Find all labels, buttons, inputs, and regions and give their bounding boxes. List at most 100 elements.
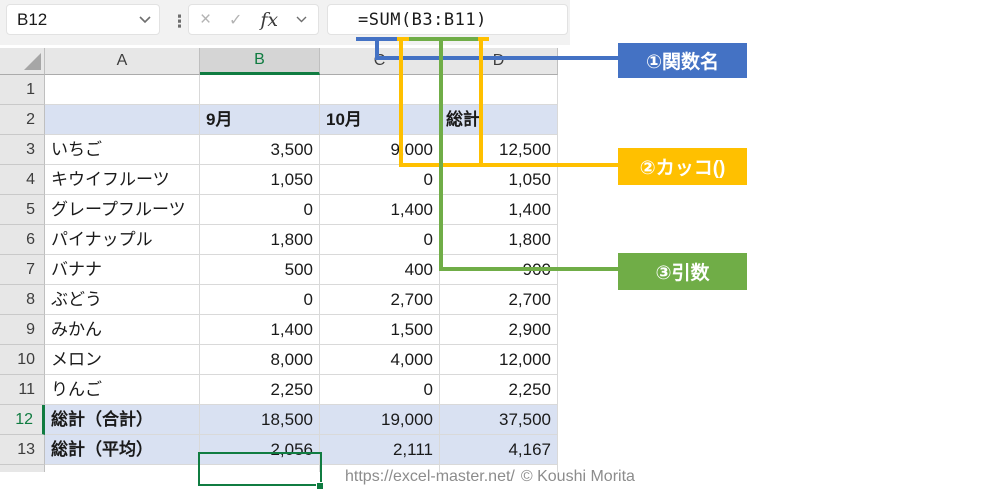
formula-bar[interactable]: =SUM(B3:B11)	[327, 4, 568, 35]
cell-A10[interactable]: メロン	[45, 345, 200, 375]
cell-C3[interactable]: 9,000	[320, 135, 440, 165]
row-header-11[interactable]: 11	[0, 375, 45, 405]
name-box-value: B12	[17, 9, 48, 29]
underline-close-paren	[478, 37, 489, 41]
cell-A1[interactable]	[45, 75, 200, 105]
cell-B3[interactable]: 3,500	[200, 135, 320, 165]
cell-C2[interactable]: 10月	[320, 105, 440, 135]
cell-A6[interactable]: パイナップル	[45, 225, 200, 255]
cell-D1[interactable]	[440, 75, 558, 105]
cell-D9[interactable]: 2,900	[440, 315, 558, 345]
cell-D10[interactable]: 12,000	[440, 345, 558, 375]
column-header-D[interactable]: D	[440, 48, 558, 75]
cell-D8[interactable]: 2,700	[440, 285, 558, 315]
cell-C9[interactable]: 1,500	[320, 315, 440, 345]
row-header-6[interactable]: 6	[0, 225, 45, 255]
row-header-12[interactable]: 12	[0, 405, 45, 435]
cell-D4[interactable]: 1,050	[440, 165, 558, 195]
cell-B7[interactable]: 500	[200, 255, 320, 285]
sheet-row-6: 6 パイナップル 1,800 0 1,800	[0, 225, 558, 255]
sheet-row-2: 2 9月 10月 総計	[0, 105, 558, 135]
cell-C8[interactable]: 2,700	[320, 285, 440, 315]
cell-C5[interactable]: 1,400	[320, 195, 440, 225]
cell-D5[interactable]: 1,400	[440, 195, 558, 225]
cell-C13[interactable]: 2,111	[320, 435, 440, 465]
cell-D6[interactable]: 1,800	[440, 225, 558, 255]
cell-C1[interactable]	[320, 75, 440, 105]
cell-B9[interactable]: 1,400	[200, 315, 320, 345]
cell-D13[interactable]: 4,167	[440, 435, 558, 465]
cell-C7[interactable]: 400	[320, 255, 440, 285]
insert-function-fx-icon[interactable]: fx	[260, 8, 279, 31]
formula-toolbar: B12 ⋮ × ✓ fx =SUM(B3:B11)	[0, 0, 570, 45]
footer-copyright: © Koushi Morita	[520, 468, 635, 485]
cell-C6[interactable]: 0	[320, 225, 440, 255]
cell-C12[interactable]: 19,000	[320, 405, 440, 435]
cell-C10[interactable]: 4,000	[320, 345, 440, 375]
cell-C4[interactable]: 0	[320, 165, 440, 195]
underline-argument	[409, 37, 478, 41]
select-all-triangle-icon	[24, 53, 41, 70]
row-header-2[interactable]: 2	[0, 105, 45, 135]
cell-A3[interactable]: いちご	[45, 135, 200, 165]
cell-B1[interactable]	[200, 75, 320, 105]
chevron-down-icon[interactable]	[139, 15, 151, 24]
sheet-row-3: 3 いちご 3,500 9,000 12,500	[0, 135, 558, 165]
row-header-7[interactable]: 7	[0, 255, 45, 285]
annotation-function-name: ①関数名	[618, 43, 747, 78]
cell-A9[interactable]: みかん	[45, 315, 200, 345]
cell-A7[interactable]: バナナ	[45, 255, 200, 285]
cell-B11[interactable]: 2,250	[200, 375, 320, 405]
callout-line-blue-vertical	[375, 39, 379, 58]
cell-B12[interactable]: 18,500	[200, 405, 320, 435]
annotation-parentheses: ②カッコ()	[618, 148, 747, 185]
row-header-4[interactable]: 4	[0, 165, 45, 195]
cell-B10[interactable]: 8,000	[200, 345, 320, 375]
cell-A4[interactable]: キウイフルーツ	[45, 165, 200, 195]
cell-D3[interactable]: 12,500	[440, 135, 558, 165]
fill-handle[interactable]	[316, 482, 324, 490]
row-header-13[interactable]: 13	[0, 435, 45, 465]
cell-B2[interactable]: 9月	[200, 105, 320, 135]
sheet-grid: A B C D 1 2 9月 10月 総計 3 いちご 3,500 9,000 12,500 4 キウ…	[0, 48, 558, 472]
row-header-8[interactable]: 8	[0, 285, 45, 315]
row-header-9[interactable]: 9	[0, 315, 45, 345]
formula-options-chevron-icon[interactable]	[296, 16, 307, 23]
footer-url: https://excel-master.net/	[345, 468, 515, 485]
cell-A12[interactable]: 総計（合計）	[45, 405, 200, 435]
sheet-row-13: 13 総計（平均） 2,056 2,111 4,167	[0, 435, 558, 465]
check-icon[interactable]: ✓	[229, 11, 243, 29]
column-header-C[interactable]: C	[320, 48, 440, 75]
cell-A5[interactable]: グレープフルーツ	[45, 195, 200, 225]
sheet-row-5: 5 グレープフルーツ 0 1,400 1,400	[0, 195, 558, 225]
column-header-B[interactable]: B	[200, 48, 320, 75]
callout-line-green-vertical	[439, 39, 443, 271]
cell-A13[interactable]: 総計（平均）	[45, 435, 200, 465]
select-all-button[interactable]	[0, 48, 45, 75]
row-header-3[interactable]: 3	[0, 135, 45, 165]
cancel-icon[interactable]: ×	[200, 8, 212, 30]
cell-D11[interactable]: 2,250	[440, 375, 558, 405]
cell-A2[interactable]	[45, 105, 200, 135]
cell-B8[interactable]: 0	[200, 285, 320, 315]
cell-A11[interactable]: りんご	[45, 375, 200, 405]
cell-D12[interactable]: 37,500	[440, 405, 558, 435]
formula-text: =SUM(B3:B11)	[358, 9, 487, 30]
cell-B4[interactable]: 1,050	[200, 165, 320, 195]
cell-A8[interactable]: ぶどう	[45, 285, 200, 315]
sheet-row-10: 10 メロン 8,000 4,000 12,000	[0, 345, 558, 375]
cell-B5[interactable]: 0	[200, 195, 320, 225]
row-header-1[interactable]: 1	[0, 75, 45, 105]
name-box[interactable]: B12	[6, 4, 160, 35]
callout-line-green-horizontal	[439, 267, 618, 271]
row-header-10[interactable]: 10	[0, 345, 45, 375]
column-header-A[interactable]: A	[45, 48, 200, 75]
callout-line-yellow-horizontal	[399, 163, 618, 167]
cell-C11[interactable]: 0	[320, 375, 440, 405]
row-header-5[interactable]: 5	[0, 195, 45, 225]
cell-D2[interactable]: 総計	[440, 105, 558, 135]
cell-B6[interactable]: 1,800	[200, 225, 320, 255]
cell-B13[interactable]: 2,056	[200, 435, 320, 465]
underline-open-paren	[397, 37, 409, 41]
sheet-row-7: 7バナナ500400900	[0, 255, 558, 285]
